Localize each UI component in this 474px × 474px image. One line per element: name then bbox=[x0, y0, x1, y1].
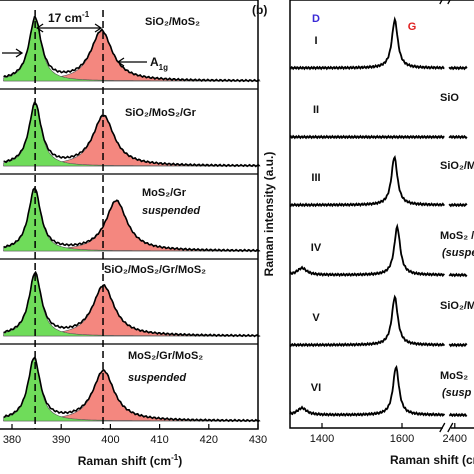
spectrum-id: I bbox=[314, 35, 317, 47]
x-axis-label: Raman shift (cm bbox=[390, 453, 474, 467]
x-tick-label: 380 bbox=[3, 434, 21, 446]
spectrum-id: IV bbox=[311, 242, 322, 254]
sample-note: suspended bbox=[142, 205, 200, 217]
spectrum-id: V bbox=[312, 312, 320, 324]
spectrum bbox=[289, 294, 468, 348]
x-axis-label: Raman shift (cm-1) bbox=[78, 453, 182, 468]
sample-label: MoS₂/Gr/MoS₂ bbox=[128, 350, 203, 362]
text-part: 1g bbox=[159, 63, 168, 72]
spectrum bbox=[289, 155, 468, 208]
sample-label: SiO bbox=[440, 92, 459, 104]
sample-label: SiO₂/MoS₂ bbox=[145, 16, 200, 28]
spectrum bbox=[289, 16, 468, 71]
spectrum-id: VI bbox=[311, 382, 321, 394]
sample-label: (susp bbox=[442, 387, 472, 399]
spectrum bbox=[3, 15, 261, 83]
sample-label: SiO₂/MoS₂/Gr/MoS₂ bbox=[104, 264, 206, 276]
gap-label: 17 cm-1 bbox=[48, 10, 90, 25]
pointer-arrow bbox=[116, 57, 147, 67]
panel-letter: (b) bbox=[252, 3, 267, 17]
x-tick-label: 430 bbox=[249, 434, 267, 446]
spectrum bbox=[289, 134, 468, 140]
spectrum bbox=[289, 223, 468, 278]
panel-frame bbox=[289, 0, 474, 429]
spectrum-id: II bbox=[313, 104, 319, 116]
axis-break bbox=[439, 0, 454, 433]
g-band-label: G bbox=[408, 21, 417, 33]
x-tick-label: 390 bbox=[52, 434, 70, 446]
y-axis-label: Raman intensity (a.u.) bbox=[262, 152, 276, 277]
sample-label: MoS₂/Gr bbox=[142, 187, 187, 199]
measured-spectrum bbox=[3, 270, 260, 338]
measured-spectrum bbox=[3, 356, 261, 423]
sample-label: MoS₂ / bbox=[440, 230, 474, 242]
spectrum bbox=[3, 101, 261, 168]
spectrum bbox=[3, 187, 261, 253]
text-part: -1 bbox=[82, 10, 90, 19]
d-band-label: D bbox=[312, 13, 320, 25]
sample-note: suspended bbox=[128, 372, 186, 384]
x-tick-label: 1400 bbox=[310, 433, 334, 445]
sample-label: (suspe bbox=[442, 247, 474, 259]
sample-label: MoS₂ bbox=[440, 370, 468, 382]
measured-spectrum bbox=[3, 15, 260, 83]
measured-spectrum bbox=[3, 101, 261, 168]
x-tick-label: 2400 bbox=[443, 433, 467, 445]
sample-label: SiO₂/M bbox=[440, 160, 474, 172]
peak-label: A1g bbox=[150, 55, 168, 72]
spectrum bbox=[3, 356, 261, 423]
text-part: Raman shift (cm bbox=[78, 454, 171, 468]
panel-frame bbox=[0, 0, 259, 430]
pointer-arrow bbox=[2, 48, 24, 58]
text-part: -1 bbox=[171, 453, 179, 462]
text-part: 17 cm bbox=[48, 11, 82, 25]
x-tick-label: 1600 bbox=[390, 433, 414, 445]
x-tick-label: 400 bbox=[101, 434, 119, 446]
x-tick-label: 420 bbox=[200, 434, 218, 446]
axis-break-gap bbox=[442, 424, 451, 432]
text-part: ) bbox=[178, 454, 182, 468]
measured-spectrum bbox=[3, 187, 260, 253]
spectrum bbox=[289, 364, 468, 418]
gap-arrow bbox=[36, 23, 103, 33]
sample-label: SiO₂/Mo bbox=[440, 300, 474, 312]
x-tick-label: 410 bbox=[150, 434, 168, 446]
text-part: A bbox=[150, 55, 159, 69]
spectrum-id: III bbox=[311, 172, 320, 184]
spectrum bbox=[3, 270, 261, 338]
sample-label: SiO₂/MoS₂/Gr bbox=[125, 107, 197, 119]
